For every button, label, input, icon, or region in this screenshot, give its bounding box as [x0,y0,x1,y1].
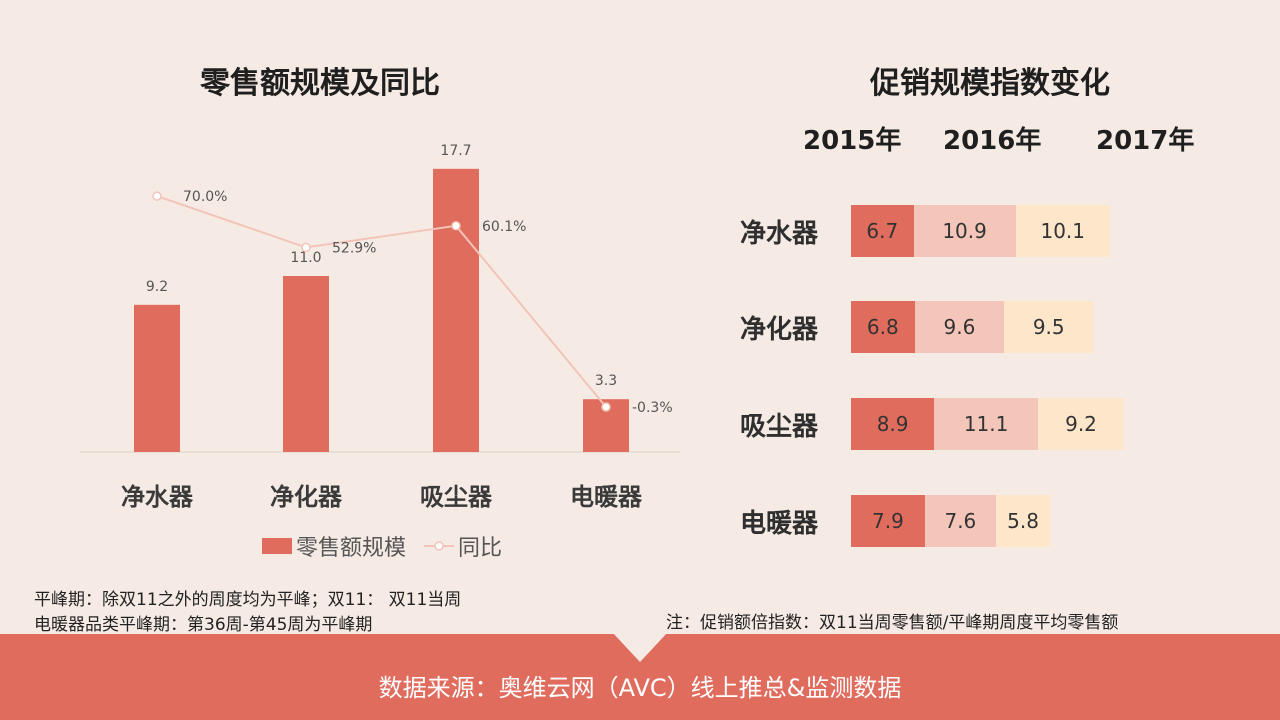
bar-吸尘器 [433,168,479,453]
category-label: 净水器 [121,483,194,511]
yoy-point [301,242,311,253]
retail-chart: 9.2 净水器 11.0 净化器 17.7 吸尘器 3.3 电暖器 70.0% 52.9% 60.1… [80,143,680,511]
yoy-value-label: -0.3% [632,400,673,416]
left-chart-title: 零售额规模及同比 [200,66,440,101]
promo-row-label: 净化器 [740,315,819,345]
right-chart-title: 促销规模指数变化 [870,66,1110,101]
promo-segment-2015年: 8.9 [851,398,935,450]
peak-period-note: 平峰期：除双11之外的周度均为平峰；双11： 双11当周 电暖器品类平峰期：第3… [34,588,461,638]
index-definition-note: 注：促销额倍指数：双11当周零售额/平峰期周度平均零售额 [666,613,1119,633]
promo-segment-2017年: 9.5 [1004,301,1094,353]
category-label: 净化器 [270,483,343,511]
year-header-2016: 2016年 [943,126,1042,156]
year-header-2017: 2017年 [1096,126,1195,156]
promo-row-label: 净水器 [740,219,819,249]
year-header-2015: 2015年 [803,126,902,156]
bar-value-label: 17.7 [440,143,471,159]
footer-notch [612,632,668,662]
promo-segment-2016年: 10.9 [913,205,1016,257]
promo-row-label: 吸尘器 [740,412,819,442]
yoy-point [152,191,162,201]
bar-value-label: 11.0 [290,250,321,266]
legend-retail-label: 零售额规模 [296,536,407,561]
yoy-value-label: 70.0% [183,189,227,205]
legend-item-yoy: 同比 [424,530,502,562]
bar-value-label: 3.3 [595,373,617,389]
legend-bar-swatch [262,538,292,554]
yoy-point [451,221,461,231]
note-line-1: 平峰期：除双11之外的周度均为平峰；双11： 双11当周 [34,590,462,610]
promo-row-label: 电暖器 [740,509,819,539]
promo-segment-2017年: 5.8 [995,495,1051,547]
yoy-point [601,402,611,412]
promo-segment-2017年: 10.1 [1015,205,1110,257]
yoy-line [156,195,607,408]
data-source: 数据来源：奥维云网（AVC）线上推总&监测数据 [378,674,902,702]
bar-净水器 [134,304,180,452]
yoy-value-label: 52.9% [332,240,376,256]
promo-segment-2015年: 6.8 [851,301,915,353]
note-line-2: 电暖器品类平峰期：第36周-第45周为平峰期 [34,615,373,635]
legend-item-retail: 零售额规模 [262,530,406,562]
chart-legend: 零售额规模 同比 [262,530,502,562]
legend-yoy-label: 同比 [458,536,503,561]
bar-净化器 [283,276,329,452]
promo-segment-2016年: 9.6 [914,301,1005,353]
promo-segment-2017年: 9.2 [1038,398,1125,450]
promo-segment-2015年: 7.9 [851,495,925,547]
yoy-value-label: 60.1% [482,219,526,235]
category-label: 电暖器 [570,483,643,511]
bar-value-label: 9.2 [146,279,168,295]
promo-segment-2016年: 11.1 [934,398,1038,450]
promo-segment-2015年: 6.7 [851,205,914,257]
category-label: 吸尘器 [420,483,493,511]
legend-line-swatch [424,541,455,551]
promo-segment-2016年: 7.6 [924,495,996,547]
